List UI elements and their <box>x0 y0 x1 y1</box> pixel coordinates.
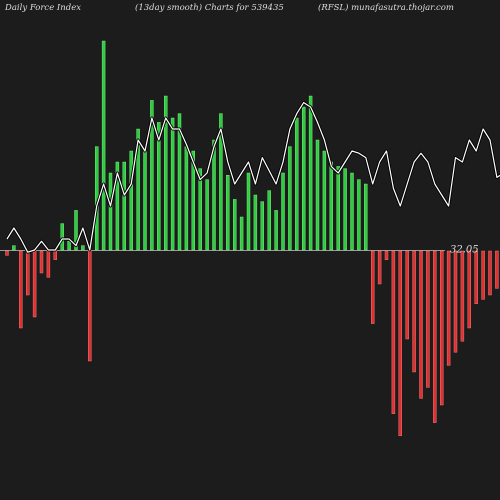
force-bar <box>253 194 258 251</box>
force-bar <box>26 250 30 296</box>
force-bar <box>343 168 347 251</box>
force-bar <box>157 122 161 251</box>
force-bar <box>412 250 416 373</box>
force-bar <box>246 172 251 251</box>
force-bar <box>19 250 23 329</box>
force-bar <box>46 250 51 278</box>
force-bar <box>474 250 478 304</box>
force-bar <box>32 250 37 318</box>
force-bar <box>426 250 430 388</box>
force-bar <box>81 245 85 251</box>
force-bar <box>260 201 264 251</box>
force-bar <box>212 139 216 251</box>
force-bar <box>12 245 16 251</box>
force-bar <box>232 199 237 251</box>
force-bar <box>267 190 271 251</box>
force-bar <box>433 250 437 423</box>
force-bar <box>281 172 285 251</box>
force-bar <box>315 139 320 251</box>
force-bar <box>308 95 313 251</box>
force-bar <box>170 117 175 251</box>
force-line <box>6 101 500 253</box>
force-bar <box>357 179 361 251</box>
force-bar <box>377 250 382 285</box>
force-bar <box>67 240 71 251</box>
force-bar <box>184 146 189 251</box>
force-bar <box>88 250 92 362</box>
force-bar <box>53 250 57 261</box>
force-bar <box>136 128 140 251</box>
force-bar <box>495 250 499 289</box>
force-bar <box>405 250 409 340</box>
force-bar <box>371 250 375 324</box>
force-bar <box>122 161 127 251</box>
force-bar <box>74 210 78 251</box>
source-label: (RFSL) munafasutra.thojar.com <box>318 3 454 13</box>
force-bar <box>198 168 202 251</box>
force-bar <box>274 210 278 251</box>
force-bar <box>191 150 196 251</box>
force-bar <box>205 179 209 251</box>
force-bar <box>60 223 64 251</box>
force-bar <box>364 183 368 251</box>
force-bar <box>467 250 471 329</box>
chart-subtitle: (13day smooth) Charts for 539435 <box>135 3 284 13</box>
force-bar <box>481 250 485 300</box>
force-bar <box>398 250 402 437</box>
force-bar <box>150 100 154 251</box>
force-bar <box>219 113 223 251</box>
force-bar <box>329 161 333 251</box>
force-bar <box>350 172 354 251</box>
chart-type-label: Daily Force Index <box>5 3 82 13</box>
force-bar <box>288 146 292 251</box>
force-bar <box>39 250 44 274</box>
force-bar <box>295 117 299 251</box>
force-bar <box>101 40 106 251</box>
force-bar <box>460 250 465 342</box>
force-bar <box>177 113 182 251</box>
force-bar <box>488 250 492 296</box>
force-bar <box>108 172 113 251</box>
force-bar <box>163 95 168 251</box>
force-bar <box>419 250 423 399</box>
force-bar <box>446 250 451 366</box>
force-bar <box>453 250 458 353</box>
force-bar <box>384 250 389 261</box>
force-bar <box>391 250 396 415</box>
force-bar <box>336 166 340 251</box>
force-bar <box>226 174 230 251</box>
force-bar <box>239 216 244 251</box>
force-bar <box>143 150 147 251</box>
force-bar <box>322 150 327 251</box>
force-bar <box>129 150 133 251</box>
last-value-label: 32.05 <box>450 244 479 255</box>
force-bar <box>5 250 9 256</box>
force-bar <box>440 250 444 406</box>
force-bar <box>115 161 120 251</box>
force-bar <box>302 106 306 251</box>
